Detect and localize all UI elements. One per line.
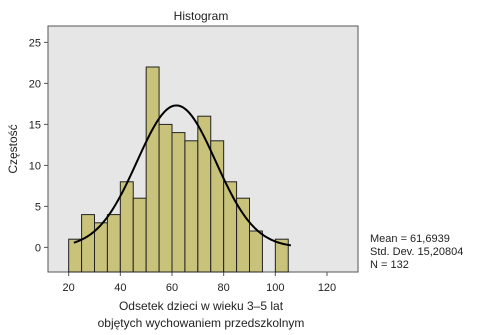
stat-n: N = 132 <box>370 259 409 271</box>
x-axis-label-line-1: Odsetek dzieci w wieku 3–5 lat <box>119 299 284 313</box>
histogram-bar-70 <box>197 115 212 273</box>
y-axis-ticks: 0 5 10 15 20 25 <box>29 37 48 254</box>
x-tick-label-120: 120 <box>318 282 336 294</box>
histogram-bar-55 <box>158 123 173 273</box>
x-axis-label-line-2: objętych wychowaniem przedszkolnym <box>98 316 305 330</box>
x-tick-label-100: 100 <box>266 282 284 294</box>
y-tick-label-10: 10 <box>29 160 41 172</box>
x-tick-label-20: 20 <box>63 282 75 294</box>
histogram-bar-60 <box>171 132 186 273</box>
x-tick-label-80: 80 <box>218 282 230 294</box>
histogram-bar-65 <box>184 140 199 273</box>
histogram-bar-45 <box>132 197 147 273</box>
x-tick-label-60: 60 <box>166 282 178 294</box>
histogram-bar-25 <box>81 214 96 273</box>
histogram-bar-75 <box>210 140 225 273</box>
x-tick-label-40: 40 <box>114 282 126 294</box>
histogram-bar-50 <box>145 66 160 273</box>
histogram-bar-80 <box>223 181 238 273</box>
histogram-bar-85 <box>236 197 250 273</box>
histogram-bar-100 <box>274 238 289 273</box>
histogram-bar-90 <box>249 230 263 273</box>
histogram-bars <box>68 66 289 273</box>
normal-curve <box>73 104 291 247</box>
y-tick-label-25: 25 <box>29 37 41 49</box>
x-axis-ticks: 20 40 60 80 100 120 <box>63 272 336 294</box>
stat-mean: Mean = 61,6939 <box>370 233 450 245</box>
y-tick-label-0: 0 <box>35 242 41 254</box>
y-tick-label-15: 15 <box>29 119 41 131</box>
histogram-bar-35 <box>106 214 121 273</box>
y-tick-label-20: 20 <box>29 78 41 90</box>
histogram-bar-40 <box>119 181 134 273</box>
y-axis-label: Częstość <box>6 124 20 173</box>
stat-std-dev: Std. Dev. 15,20804 <box>370 246 464 258</box>
y-tick-label-5: 5 <box>35 201 41 213</box>
summary-statistics: Mean = 61,6939 Std. Dev. 15,20804 N = 13… <box>370 233 463 272</box>
chart-title: Histogram <box>174 9 229 23</box>
histogram-bar-20 <box>68 238 83 273</box>
